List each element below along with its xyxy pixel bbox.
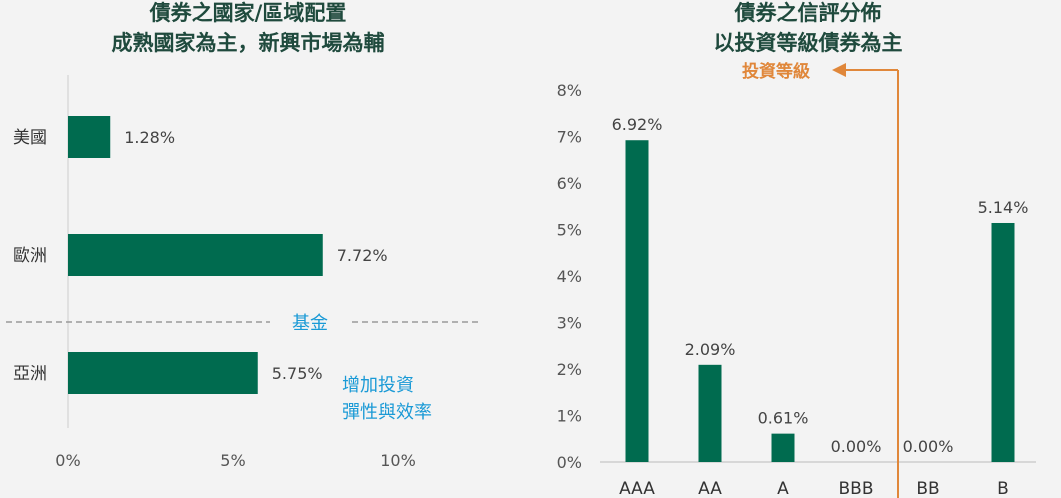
left-x-ticks-group: 0% 5% 10%	[55, 451, 415, 470]
right-y-tick-6: 6%	[557, 174, 582, 193]
right-bars-group: 6.92% AAA 2.09% AA 0.61% A 0.00% BBB 0.00% BB 5.14…	[612, 115, 1029, 498]
right-chart-subtitle: 以投資等級債券為主	[714, 31, 903, 55]
right-y-tick-1: 1%	[557, 407, 582, 426]
left-category-label-1: 歐洲	[13, 246, 47, 266]
flexibility-note-line2: 彈性與效率	[342, 402, 432, 423]
right-category-label-1: AA	[698, 479, 722, 498]
left-x-tick-0: 0%	[55, 451, 80, 470]
left-category-label-2: 亞洲	[13, 364, 47, 384]
left-x-tick-2: 10%	[380, 451, 416, 470]
right-bar-5	[991, 222, 1015, 462]
right-chart-title: 債券之信評分佈	[734, 1, 882, 25]
left-category-label-0: 美國	[13, 128, 47, 148]
left-value-label-1: 7.72%	[337, 246, 388, 265]
right-y-tick-7: 7%	[557, 128, 582, 147]
right-category-label-5: B	[997, 479, 1009, 498]
left-bar-2	[68, 352, 258, 394]
right-category-label-3: BBB	[839, 479, 874, 498]
left-bars-group: 美國 1.28% 歐洲 7.72% 亞洲 5.75%	[13, 116, 388, 394]
left-bar-1	[68, 234, 323, 276]
left-value-label-2: 5.75%	[272, 364, 323, 383]
right-y-tick-2: 2%	[557, 360, 582, 379]
right-bar-1	[698, 364, 722, 462]
right-y-ticks-group: 0% 1% 2% 3% 4% 5% 6% 7% 8%	[557, 81, 582, 472]
right-y-tick-0: 0%	[557, 453, 582, 472]
right-value-label-2: 0.61%	[758, 409, 809, 428]
right-category-label-0: AAA	[619, 479, 655, 498]
right-category-label-4: BB	[916, 479, 939, 498]
right-bar-2	[771, 433, 795, 462]
right-value-label-4: 0.00%	[903, 437, 954, 456]
right-value-label-1: 2.09%	[685, 340, 736, 359]
right-y-tick-3: 3%	[557, 314, 582, 333]
right-bar-0	[625, 140, 649, 462]
left-value-label-0: 1.28%	[124, 128, 175, 147]
investment-grade-label: 投資等級	[742, 61, 810, 82]
right-y-tick-4: 4%	[557, 267, 582, 286]
flexibility-note-line1: 增加投資	[342, 375, 414, 396]
right-value-label-0: 6.92%	[612, 115, 663, 134]
left-chart-title: 債券之國家/區域配置	[149, 1, 347, 25]
right-value-label-3: 0.00%	[831, 437, 882, 456]
right-category-label-2: A	[777, 479, 789, 498]
left-x-tick-1: 5%	[220, 451, 245, 470]
right-y-tick-8: 8%	[557, 81, 582, 100]
fund-divider-label: 基金	[292, 313, 328, 334]
right-y-tick-5: 5%	[557, 221, 582, 240]
right-value-label-5: 5.14%	[978, 198, 1029, 217]
left-bar-0	[68, 116, 111, 158]
left-chart-subtitle: 成熟國家為主，新興市場為輔	[112, 31, 385, 55]
investment-grade-arrowhead	[832, 63, 846, 77]
